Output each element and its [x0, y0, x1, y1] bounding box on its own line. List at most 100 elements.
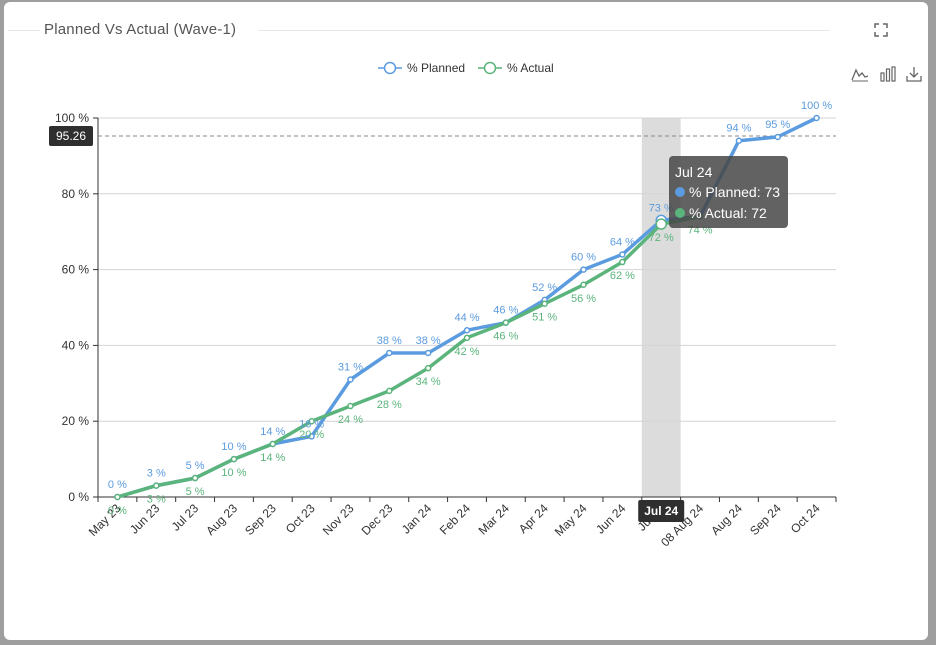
data-label-actual: 0 %: [108, 505, 127, 517]
reference-line-label: 95.26: [56, 129, 86, 143]
data-point-actual: [463, 334, 471, 342]
data-label-planned: 94 %: [726, 123, 751, 135]
data-point-actual: [580, 281, 587, 289]
data-label-actual: 56 %: [571, 293, 596, 305]
x-tick-label: Sep 23: [242, 501, 279, 538]
data-point-planned: [813, 114, 820, 122]
data-label-planned: 64 %: [610, 236, 635, 248]
data-label-planned: 3 %: [147, 468, 166, 480]
data-label-planned: 5 %: [186, 460, 205, 472]
x-tick-label: Aug 24: [708, 501, 745, 538]
data-point-planned: [424, 349, 432, 357]
data-label-planned: 60 %: [571, 252, 596, 264]
tooltip-row: % Actual: 72: [689, 205, 767, 221]
data-point-planned: [463, 326, 471, 334]
x-tick-label: Jun 23: [127, 501, 163, 537]
x-tick-label: Jun 24: [593, 501, 629, 537]
legend-marker: [383, 61, 397, 75]
x-tick-label: May 24: [552, 501, 590, 539]
data-point-planned: [308, 433, 315, 440]
data-label-planned: 73 %: [649, 202, 674, 214]
y-tick-label: 40 %: [62, 338, 90, 352]
bar-chart-icon[interactable]: [878, 64, 898, 84]
x-tick-label: Aug 23: [203, 501, 240, 538]
data-point-actual: [230, 455, 238, 463]
tooltip-marker: [675, 208, 685, 218]
legend-label: % Actual: [507, 61, 554, 75]
data-point-actual: [424, 364, 432, 372]
legend-marker: [483, 61, 497, 75]
tooltip-box: [669, 156, 788, 228]
data-label-actual: 46 %: [493, 331, 518, 343]
legend-item-planned[interactable]: % Planned: [378, 61, 465, 75]
reference-line-badge: [49, 125, 93, 146]
data-point-actual: [114, 493, 121, 501]
data-label-planned: 38 %: [377, 335, 402, 347]
data-label-actual: 24 %: [338, 414, 363, 426]
data-point-actual: [269, 440, 277, 448]
data-label-actual: 51 %: [532, 312, 557, 324]
series-line-actual: [115, 214, 702, 499]
data-point-planned: [735, 137, 743, 144]
y-tick-label: 60 %: [62, 263, 90, 277]
data-label-actual: 62 %: [610, 270, 635, 282]
title-divider-left: [8, 30, 40, 31]
data-label-actual: 42 %: [454, 346, 479, 358]
line-chart-icon[interactable]: [850, 64, 870, 84]
data-point-actual: [386, 387, 393, 395]
y-tick-label: 80 %: [62, 187, 90, 201]
x-tick-label: Oct 24: [788, 501, 823, 536]
card-title: Planned Vs Actual (Wave-1): [44, 21, 237, 38]
data-label-actual: 72 %: [649, 232, 674, 244]
y-tick-label: 0 %: [68, 490, 89, 504]
tooltip-title: Jul 24: [675, 164, 713, 180]
data-label-planned: 31 %: [338, 362, 363, 374]
data-label-planned: 44 %: [454, 312, 479, 324]
data-point-actual: [308, 417, 315, 425]
data-point-planned: [619, 251, 626, 258]
x-tick-label: Jan 24: [399, 501, 435, 537]
card-header: Planned Vs Actual (Wave-1): [4, 2, 928, 58]
x-tick-label: Sep 24: [747, 501, 784, 538]
axis-pointer-label: Jul 24: [644, 504, 678, 518]
title-divider-right: [258, 30, 830, 31]
data-point-actual: [502, 319, 510, 326]
axis-pointer-label-box: [638, 500, 685, 522]
x-tick-label: Oct 23: [283, 501, 318, 536]
data-label-planned: 52 %: [532, 282, 557, 294]
x-tick-label: Nov 23: [320, 501, 357, 538]
data-label-planned: 14 %: [260, 426, 285, 438]
data-label-actual: 3 %: [147, 494, 166, 506]
data-point-actual: [153, 482, 160, 489]
download-icon[interactable]: [904, 64, 924, 84]
y-tick-label: 100 %: [55, 111, 89, 125]
data-point-actual: [347, 402, 354, 410]
data-point-actual: [541, 300, 548, 307]
data-label-actual: 34 %: [416, 376, 441, 388]
x-tick-label: Jul 23: [169, 501, 202, 534]
data-label-planned: 46 %: [493, 305, 518, 317]
data-label-actual: 20 %: [299, 429, 324, 441]
x-tick-label: Dec 23: [359, 501, 396, 538]
x-tick-label: Mar 24: [476, 501, 513, 538]
data-label-actual: 28 %: [377, 399, 402, 411]
tooltip-row: % Planned: 73: [689, 184, 780, 200]
x-tick-label: Feb 24: [437, 501, 474, 538]
legend-item-actual[interactable]: % Actual: [478, 61, 554, 75]
data-label-actual: 5 %: [186, 486, 205, 498]
data-point-actual: [655, 218, 667, 230]
data-label-planned: 16 %: [299, 418, 324, 430]
x-tick-label: Apr 24: [516, 501, 551, 536]
data-point-actual: [619, 258, 626, 266]
data-point-planned: [347, 376, 354, 383]
data-point-planned: [774, 133, 781, 141]
tooltip-marker: [675, 187, 685, 197]
fullscreen-icon[interactable]: [872, 21, 890, 39]
data-point-planned: [386, 349, 393, 357]
data-label-planned: 10 %: [221, 441, 246, 453]
data-label-planned: 0 %: [108, 479, 127, 491]
data-label-planned: 95 %: [765, 119, 790, 131]
data-label-actual: 10 %: [221, 467, 246, 479]
chart-card: Planned Vs Actual (Wave-1): [4, 2, 928, 640]
